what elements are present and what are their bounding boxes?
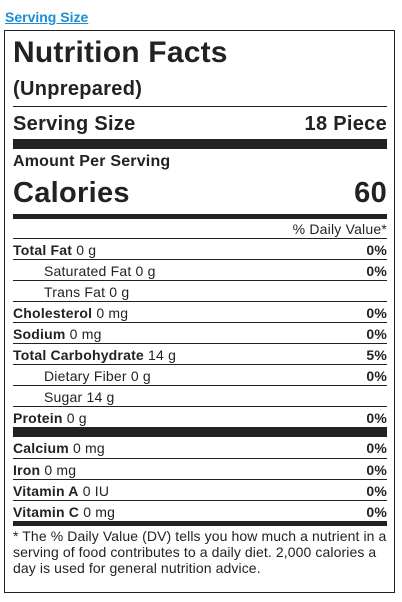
nutrient-name: Dietary Fiber 0 g (44, 368, 151, 384)
serving-size-link[interactable]: Serving Size (5, 9, 89, 25)
nutrient-name: Sodium 0 mg (13, 326, 102, 342)
nutrient-row-total-fat: Total Fat 0 g 0% (13, 238, 387, 259)
nutrient-row-sodium: Sodium 0 mg 0% (13, 322, 387, 343)
medium-divider (13, 521, 387, 526)
vitamin-name: Vitamin A 0 IU (13, 483, 110, 499)
nutrient-name: Total Fat 0 g (13, 242, 97, 258)
nutrient-pct: 0% (366, 410, 387, 426)
nutrient-row-cholesterol: Cholesterol 0 mg 0% (13, 301, 387, 322)
calories-row: Calories 60 (13, 171, 387, 214)
vitamin-row-vitamin-c: Vitamin C 0 mg 0% (13, 500, 387, 521)
daily-value-header: % Daily Value* (292, 221, 387, 237)
nutrient-pct: 0% (366, 263, 387, 279)
nutrient-row-trans-fat: Trans Fat 0 g (13, 280, 387, 301)
serving-size-label: Serving Size (13, 113, 136, 135)
calories-label: Calories (13, 177, 130, 209)
divider (13, 106, 387, 107)
nutrient-name: Total Carbohydrate 14 g (13, 347, 177, 363)
nutrient-name: Cholesterol 0 mg (13, 305, 129, 321)
calories-value: 60 (354, 177, 387, 209)
nutrient-pct: 0% (366, 326, 387, 342)
nutrient-row-protein: Protein 0 g 0% (13, 406, 387, 427)
nutrient-row-dietary-fiber: Dietary Fiber 0 g 0% (13, 364, 387, 385)
vitamin-name: Calcium 0 mg (13, 440, 105, 456)
nutrient-name: Saturated Fat 0 g (44, 263, 156, 279)
nutrient-name: Protein 0 g (13, 410, 87, 426)
vitamin-pct: 0% (366, 462, 387, 478)
nutrient-name: Trans Fat 0 g (44, 284, 130, 300)
vitamin-name: Vitamin C 0 mg (13, 504, 116, 520)
nutrient-pct: 0% (366, 242, 387, 258)
amount-per-serving: Amount Per Serving (13, 153, 171, 170)
vitamin-pct: 0% (366, 440, 387, 456)
nutrition-facts-label: Nutrition Facts (Unprepared) Serving Siz… (4, 30, 395, 593)
serving-size-value: 18 Piece (304, 113, 387, 135)
nutrient-name: Sugar 14 g (44, 389, 115, 405)
medium-divider (13, 214, 387, 219)
vitamin-row-iron: Iron 0 mg 0% (13, 458, 387, 479)
nutrient-pct: 0% (366, 305, 387, 321)
daily-value-footnote: * The % Daily Value (DV) tells you how m… (13, 528, 387, 576)
nutrient-row-saturated-fat: Saturated Fat 0 g 0% (13, 259, 387, 280)
thick-divider (13, 427, 387, 437)
thick-divider (13, 139, 387, 149)
nutrient-row-sugar: Sugar 14 g (13, 385, 387, 406)
vitamin-pct: 0% (366, 483, 387, 499)
serving-size-row: Serving Size 18 Piece (13, 107, 387, 139)
vitamin-pct: 0% (366, 504, 387, 520)
label-title: Nutrition Facts (13, 36, 228, 69)
label-subtitle: (Unprepared) (13, 78, 143, 100)
nutrient-pct: 0% (366, 368, 387, 384)
nutrient-row-total-carbohydrate: Total Carbohydrate 14 g 5% (13, 343, 387, 364)
nutrient-pct: 5% (366, 347, 387, 363)
vitamin-name: Iron 0 mg (13, 462, 77, 478)
vitamin-row-vitamin-a: Vitamin A 0 IU 0% (13, 479, 387, 500)
vitamin-row-calcium: Calcium 0 mg 0% (13, 437, 387, 458)
